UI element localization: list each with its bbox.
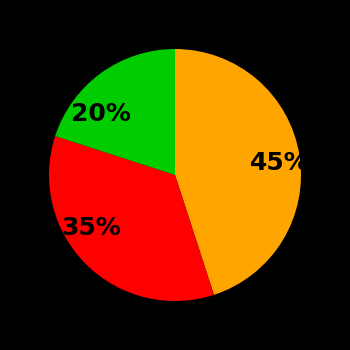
Wedge shape bbox=[55, 49, 175, 175]
Text: 45%: 45% bbox=[250, 151, 309, 175]
Text: 20%: 20% bbox=[71, 102, 131, 126]
Text: 35%: 35% bbox=[62, 216, 121, 240]
Wedge shape bbox=[49, 136, 214, 301]
Wedge shape bbox=[175, 49, 301, 295]
